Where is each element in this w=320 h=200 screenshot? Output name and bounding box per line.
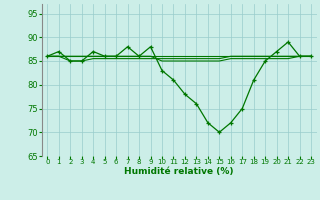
X-axis label: Humidité relative (%): Humidité relative (%): [124, 167, 234, 176]
